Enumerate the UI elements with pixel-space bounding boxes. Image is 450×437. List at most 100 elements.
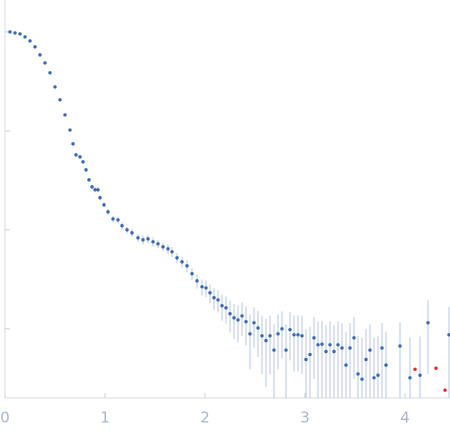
point [368,348,372,352]
point [447,333,450,337]
point [74,153,78,157]
point [190,272,194,276]
point [256,326,260,330]
x-tick-label: 2 [200,409,210,427]
point [332,349,336,354]
x-tick-label: 1 [100,409,110,427]
point [418,373,422,377]
point [48,71,52,75]
point [170,250,174,254]
point [93,188,97,192]
point [111,217,115,221]
point [268,334,272,338]
point [240,314,244,318]
point [125,228,129,232]
point [398,344,402,348]
point [324,349,328,354]
point [300,334,304,338]
point [58,98,62,102]
point [248,332,252,336]
point [364,357,368,362]
point [426,321,430,325]
point [161,245,165,249]
point [180,260,184,264]
point [195,279,199,283]
point [236,318,240,322]
point [304,357,308,362]
point [344,363,348,367]
point [90,185,94,189]
point [224,306,228,310]
point [185,264,189,268]
point [141,238,145,242]
point [348,346,352,350]
point [53,85,57,89]
x-tick-label: 0 [0,409,10,427]
point [413,367,417,371]
point [156,242,160,246]
point [78,155,82,159]
point [98,196,102,200]
point [33,45,37,49]
x-tick-label: 4 [400,409,410,427]
point [212,296,216,300]
point [38,53,42,57]
point [84,168,88,172]
point [360,377,364,381]
point [220,304,224,308]
point [96,188,100,192]
point [175,256,179,260]
point [280,327,284,331]
point [336,343,340,347]
point [102,203,106,207]
point [328,343,332,347]
point [116,218,120,222]
point [146,237,150,241]
point [288,327,292,332]
point [232,316,236,320]
point [340,346,344,350]
point [87,178,91,182]
point [71,142,75,146]
point [8,30,12,34]
point [28,39,32,43]
point [106,210,110,214]
point [434,366,438,370]
point [376,373,380,377]
point [204,286,208,290]
point [68,128,72,132]
point [316,343,320,347]
x-tick-label: 3 [300,409,310,427]
point [120,224,124,228]
point [380,346,384,350]
point [356,372,360,376]
point [81,160,85,164]
point [63,113,67,117]
point [244,320,248,324]
point [408,376,412,380]
point [166,247,170,251]
point [384,363,388,367]
point [252,321,256,325]
point [372,376,376,380]
point [23,35,27,39]
point [13,31,17,35]
point [43,61,47,65]
point [216,298,220,302]
point [320,342,324,346]
point [352,336,356,340]
point [208,291,212,295]
point [284,348,288,352]
point [228,312,232,316]
point [292,333,296,337]
point [308,352,312,357]
point [130,231,134,235]
point [18,32,22,36]
point [296,333,300,337]
point [264,338,268,343]
point [151,240,155,244]
point [312,336,316,340]
point [200,285,204,289]
point [260,334,264,338]
